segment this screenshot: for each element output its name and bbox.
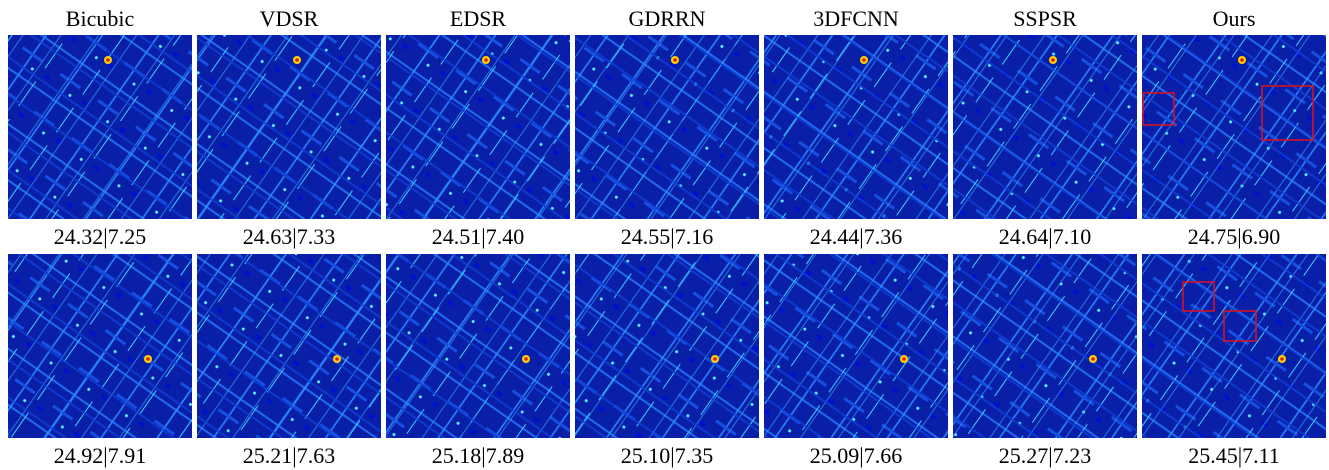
metric-label: 24.44|7.36 (810, 224, 902, 249)
error-map-texture (1142, 254, 1326, 438)
error-map-texture (953, 254, 1137, 438)
metric-label: 25.10|7.35 (621, 443, 713, 468)
metric-label: 25.21|7.63 (243, 443, 335, 468)
column-title: SSPSR (1013, 6, 1077, 31)
column-title: GDRRN (628, 6, 705, 31)
hot-spot-core (1280, 357, 1284, 361)
hot-spot-core (862, 58, 866, 62)
metric-label: 25.09|7.66 (810, 443, 902, 468)
hot-spot-core (713, 357, 717, 361)
error-map-texture (8, 254, 192, 438)
metric-label: 24.75|6.90 (1188, 224, 1280, 249)
hot-spot-core (146, 357, 150, 361)
error-map-texture (197, 35, 381, 219)
metric-label: 24.32|7.25 (54, 224, 146, 249)
error-map-texture (197, 254, 381, 438)
hot-spot-core (902, 357, 906, 361)
hot-spot-core (106, 58, 110, 62)
error-map-texture (386, 35, 570, 219)
hot-spot-core (673, 58, 677, 62)
metric-label: 25.18|7.89 (432, 443, 524, 468)
error-map-texture (575, 35, 759, 219)
hot-spot-core (484, 58, 488, 62)
column-title: EDSR (450, 6, 507, 31)
column-title: Bicubic (66, 6, 135, 31)
error-map-texture (1142, 35, 1326, 219)
column-title: VDSR (260, 6, 319, 31)
metric-label: 24.55|7.16 (621, 224, 713, 249)
metric-label: 25.45|7.11 (1188, 443, 1280, 468)
error-map-texture (386, 254, 570, 438)
metric-label: 24.51|7.40 (432, 224, 524, 249)
error-map-texture (575, 254, 759, 438)
hot-spot-core (1240, 58, 1244, 62)
column-title: Ours (1213, 6, 1256, 31)
hot-spot-core (1091, 357, 1095, 361)
error-map-texture (953, 35, 1137, 219)
hot-spot-core (1051, 58, 1055, 62)
metric-label: 24.92|7.91 (54, 443, 146, 468)
column-title: 3DFCNN (813, 6, 899, 31)
error-map-texture (8, 35, 192, 219)
hot-spot-core (295, 58, 299, 62)
hot-spot-core (335, 357, 339, 361)
metric-label: 24.63|7.33 (243, 224, 335, 249)
hot-spot-core (524, 357, 528, 361)
error-map-texture (764, 254, 948, 438)
figure: Bicubic VDSR EDSR GDRRN 3DFCNN SSPSR Ours 24.32… (0, 0, 1329, 470)
metric-label: 25.27|7.23 (999, 443, 1091, 468)
error-map-texture (764, 35, 948, 219)
metric-label: 24.64|7.10 (999, 224, 1091, 249)
